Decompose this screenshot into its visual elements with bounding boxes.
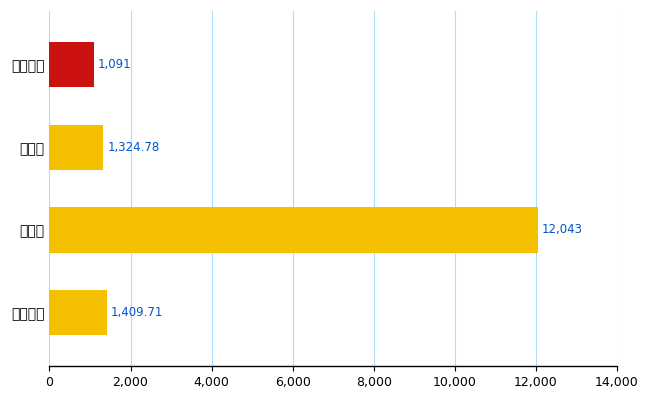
Bar <box>49 207 538 253</box>
Text: 1,324.78: 1,324.78 <box>107 141 159 154</box>
Bar <box>49 125 103 170</box>
Bar <box>49 290 107 335</box>
Text: 1,409.71: 1,409.71 <box>111 306 163 319</box>
Bar <box>49 42 94 88</box>
Text: 12,043: 12,043 <box>541 224 583 236</box>
Text: 1,091: 1,091 <box>98 58 131 71</box>
